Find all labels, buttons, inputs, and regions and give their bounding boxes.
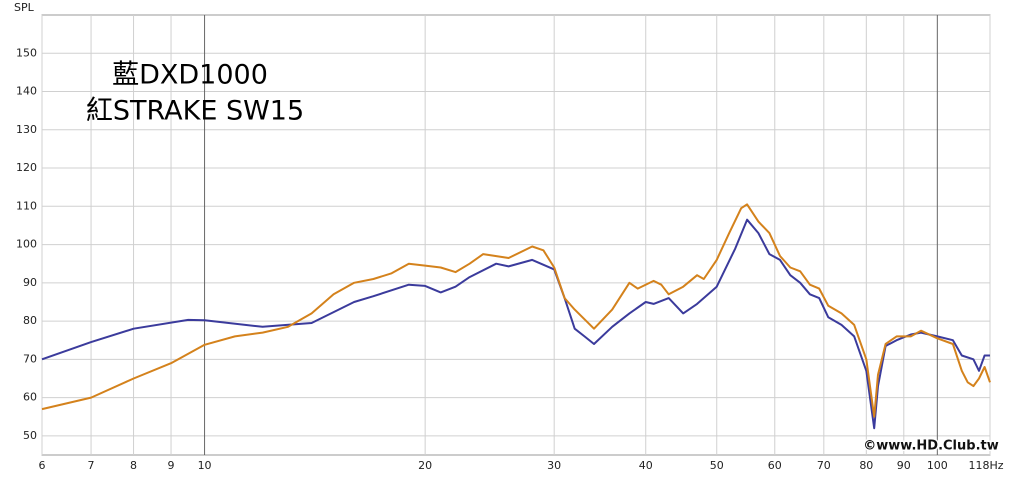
x-tick-label: 7 — [88, 459, 95, 472]
x-tick-label: 90 — [897, 459, 911, 472]
y-tick-label: 50 — [23, 429, 37, 442]
y-tick-label: 130 — [16, 123, 37, 136]
y-tick-label: 80 — [23, 314, 37, 327]
x-tick-label: 70 — [817, 459, 831, 472]
x-tick-label: 30 — [547, 459, 561, 472]
y-tick-label: 60 — [23, 391, 37, 404]
x-tick-label: 6 — [39, 459, 46, 472]
watermark: ©www.HD.Club.tw — [863, 439, 998, 454]
x-tick-label: 80 — [859, 459, 873, 472]
series-line — [41, 218, 990, 430]
y-tick-label: 70 — [23, 352, 37, 365]
y-tick-label: 140 — [16, 85, 37, 98]
x-tick-label: 118Hz — [968, 459, 1003, 472]
y-tick-label: 150 — [16, 46, 37, 59]
y-tick-label: 90 — [23, 276, 37, 289]
x-tick-label: 8 — [130, 459, 137, 472]
y-tick-label: 120 — [16, 161, 37, 174]
grid: 50 60 70 80 90 100 110 120 130 140 150 6 7 8 9 10 20 30 40… — [16, 15, 1004, 472]
x-tick-label: 9 — [168, 459, 175, 472]
x-tick-label: 100 — [927, 459, 948, 472]
series-label: 紅STRAKE SW15 — [86, 96, 304, 127]
y-axis-label: SPL — [14, 1, 35, 14]
x-tick-label: 10 — [198, 459, 212, 472]
x-tick-label: 50 — [710, 459, 724, 472]
plot-area — [41, 14, 991, 456]
x-tick-label: 60 — [768, 459, 782, 472]
y-tick-label: 100 — [16, 238, 37, 251]
lines — [41, 203, 991, 430]
series-label: 藍DXD1000 — [112, 60, 268, 91]
y-tick-label: 110 — [16, 199, 37, 212]
series-line — [41, 203, 991, 418]
x-tick-label: 20 — [418, 459, 432, 472]
x-tick-label: 40 — [639, 459, 653, 472]
